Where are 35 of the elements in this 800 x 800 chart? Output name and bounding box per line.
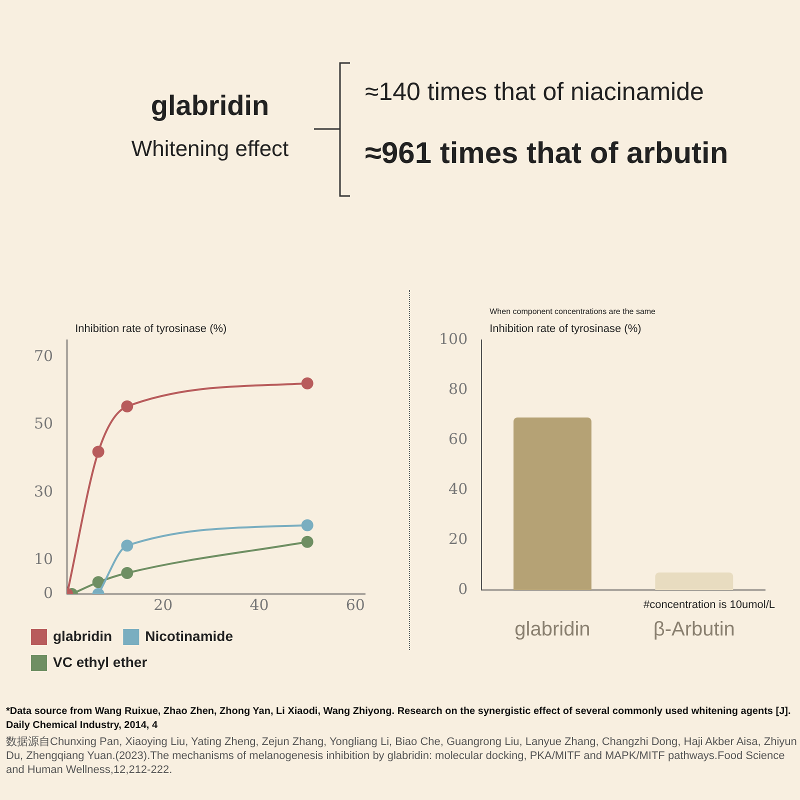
x-tick-label: 40 <box>250 596 269 614</box>
text: ≈140 times that of niacinamide <box>365 78 705 107</box>
text: When component concentrations are the same <box>490 307 656 316</box>
text: 数据源自Chunxing Pan, Xiaoying Liu, Yating Zheng, Zejun Zhang, Yongliang Li, Biao Che, Guangrong Liu, Lanyue Zhang, Changzhi Dong, Haji Akber Aisa, Zhiyun Du, Zhengqiang Yuan.(2023).The mechanisms of melanogenesis inhibition by glabridin: molecular docking, PKA/MITF and MAPK/MITF pathways.Food Science and Human Wellness,12,212-222. <box>6 735 798 777</box>
y-tick-label: 60 <box>448 430 468 448</box>
point <box>121 540 134 552</box>
y-tick-label: 40 <box>448 480 468 498</box>
text: glabridin <box>150 90 270 122</box>
point <box>301 536 314 548</box>
y-axis-title: Inhibition rate of tyrosinase (%) <box>75 323 227 335</box>
legend-label: VC ethyl ether <box>53 654 148 670</box>
y-tick-label: 70 <box>34 346 54 365</box>
y-tick-label: 80 <box>448 380 468 398</box>
text: ≈961 times that of arbutin <box>365 137 730 171</box>
text: #concentration is 10umol/L <box>644 599 775 611</box>
x-tick-label: 60 <box>346 596 365 614</box>
y-tick-label: 10 <box>34 550 54 568</box>
y-axis-title: Inhibition rate of tyrosinase (%) <box>490 323 642 335</box>
text: Whitening effect <box>130 136 290 162</box>
x-tick-label: 20 <box>154 596 173 614</box>
point <box>92 446 104 458</box>
point <box>92 576 104 588</box>
point <box>121 567 134 580</box>
y-tick-label: 30 <box>34 482 54 500</box>
point <box>301 377 314 390</box>
y-tick-label: 100 <box>438 330 468 348</box>
text: *Data source from Wang Ruixue, Zhao Zhen, Zhong Yan, Li Xiaodi, Wang Zhiyong. Research on the synergistic effect of several commonly used whitening agents [J]. Daily Chemical Industry, 2014, 4 <box>6 705 792 733</box>
y-tick-label: 20 <box>448 530 468 548</box>
point <box>121 400 134 412</box>
y-tick-label: 0 <box>458 580 468 598</box>
legend-label: Nicotinamide <box>145 628 234 644</box>
point <box>301 519 314 532</box>
x-tick-label: β-Arbutin <box>653 618 735 641</box>
y-tick-label: 0 <box>44 584 54 602</box>
y-tick-label: 50 <box>34 414 54 433</box>
